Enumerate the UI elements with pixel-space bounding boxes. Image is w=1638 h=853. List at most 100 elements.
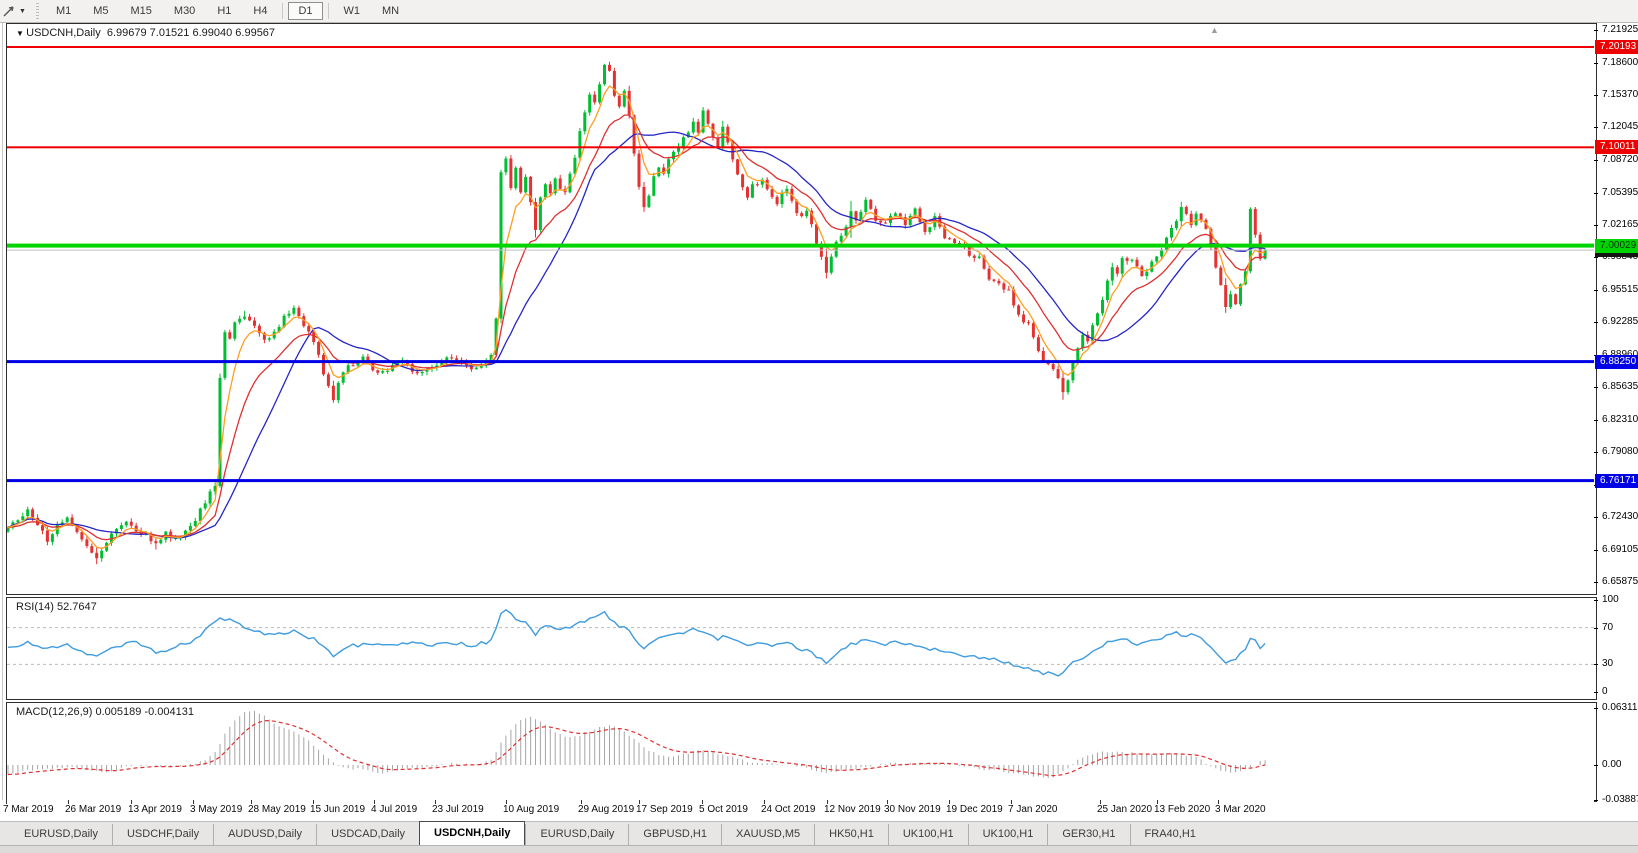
price-tick-tick [1594,290,1598,291]
date-label: 7 Mar 2019 [3,804,54,815]
date-label: 26 Mar 2019 [65,804,122,815]
rsi-current-value: 52.7647 [56,601,97,613]
price-tick-label: 7.15370 [1602,89,1638,100]
macd-tick-tick [1594,708,1598,709]
chart-tab-ger30-h1[interactable]: GER30,H1 [1047,824,1129,845]
tool-dropdown-caret[interactable]: ▼ [19,7,26,15]
window-frame-line [2,23,3,818]
chart-tab-usdcnh-daily[interactable]: USDCNH,Daily [419,821,526,845]
date-label: 25 Jan 2020 [1097,804,1153,815]
date-label: 15 Jun 2019 [310,804,366,815]
rsi-axis[interactable]: 100 70 30 0 [1594,594,1638,698]
date-label: 30 Nov 2019 [884,804,941,815]
date-label: 23 Jul 2019 [432,804,484,815]
timeframe-button-m5[interactable]: M5 [93,5,109,17]
date-tick [251,800,252,804]
date-tick [193,800,194,804]
rsi-tick-label: 30 [1602,658,1614,669]
timeframe-button-d1[interactable]: D1 [288,2,323,20]
timeframe-button-mn[interactable]: MN [382,5,400,17]
macd-current-values: 0.005189 -0.004131 [95,706,194,718]
price-tick-label: 6.95515 [1602,284,1638,295]
chart-tab-usdcad-daily[interactable]: USDCAD,Daily [316,824,419,845]
price-axis[interactable]: 7.21925 7.18600 7.15370 7.12045 7.08720 7.053… [1594,23,1638,593]
price-badge-7.00029: 7.00029 [1595,239,1638,253]
time-axis[interactable]: 7 Mar 2019 26 Mar 2019 13 Apr 2019 3 May 20… [0,800,1594,818]
date-tick [702,800,703,804]
date-tick [435,800,436,804]
date-label: 28 May 2019 [248,804,306,815]
date-label: 13 Feb 2020 [1154,804,1211,815]
date-label: 13 Apr 2019 [128,804,182,815]
date-tick [581,800,582,804]
chart-tab-usdchf-daily[interactable]: USDCHF,Daily [111,824,213,845]
chart-tab-eurusd-daily[interactable]: EURUSD,Daily [24,828,98,840]
date-tick [764,800,765,804]
date-tick [313,800,314,804]
chart-tabbar: EURUSD,Daily USDCHF,Daily AUDUSD,Daily USDC… [0,821,1638,845]
macd-indicator-pane[interactable]: MACD(12,26,9) 0.005189 -0.004131 [6,702,1597,802]
date-tick [639,800,640,804]
date-label: 3 Mar 2020 [1215,804,1266,815]
date-tick [1100,800,1101,804]
price-tick-tick [1594,225,1598,226]
price-tick-tick [1594,420,1598,421]
price-tick-tick [1594,322,1598,323]
price-badge-6.88250: 6.88250 [1595,355,1638,369]
date-label: 24 Oct 2019 [761,804,816,815]
chart-tab-fra40-h1[interactable]: FRA40,H1 [1129,824,1210,845]
rsi-tick-tick [1594,628,1598,629]
price-tick-tick [1594,30,1598,31]
rsi-tick-label: 100 [1602,594,1619,605]
macd-tick-label: 0.063113 [1602,702,1638,713]
chart-shift-marker[interactable]: ▲ [1210,25,1219,35]
macd-tick-label: 0.00 [1602,759,1622,770]
date-tick [887,800,888,804]
rsi-indicator-pane[interactable]: RSI(14) 52.7647 [6,597,1597,700]
date-label: 4 Jul 2019 [371,804,418,815]
date-label: 3 May 2019 [190,804,243,815]
toolbar-separator [282,3,284,19]
timeframe-button-h4[interactable]: H4 [253,5,268,17]
date-label: 17 Sep 2019 [636,804,693,815]
price-tick-label: 7.02165 [1602,219,1638,230]
price-badge-7.10011: 7.10011 [1595,140,1638,154]
cursor-tool-icon[interactable] [1,3,17,19]
toolbar: ▼ M1 M5 M15 M30 H1 H4 D1 W1 MN [0,0,1638,23]
date-tick [6,800,7,804]
rsi-tick-tick [1594,692,1598,693]
chart-tab-audusd-daily[interactable]: AUDUSD,Daily [213,824,316,845]
price-tick-label: 7.12045 [1602,121,1638,132]
rsi-tick-label: 70 [1602,622,1614,633]
timeframe-button-m30[interactable]: M30 [173,5,196,17]
toolbar-grip-handle[interactable] [35,3,39,19]
chart-title: ▼ USDCNH,Daily 6.99679 7.01521 6.99040 6… [16,27,275,39]
price-chart-pane[interactable]: ▼ USDCNH,Daily 6.99679 7.01521 6.99040 6… [6,23,1597,595]
price-tick-tick [1594,127,1598,128]
chart-symbol-period: USDCNH,Daily [26,27,101,39]
chart-tab-uk100-h1[interactable]: UK100,H1 [967,824,1048,845]
chart-tab-uk100-h1[interactable]: UK100,H1 [887,824,968,845]
date-label: 10 Aug 2019 [503,804,560,815]
price-tick-label: 7.05395 [1602,187,1638,198]
timeframe-button-h1[interactable]: H1 [217,5,232,17]
chart-tab-eurusd-daily[interactable]: EURUSD,Daily [525,824,628,845]
price-badge-6.76171: 6.76171 [1595,474,1638,488]
price-tick-tick [1594,95,1598,96]
price-tick-label: 6.85635 [1602,381,1638,392]
chart-tab-hk50-h1[interactable]: HK50,H1 [814,824,888,845]
chart-tab-gbpusd-h1[interactable]: GBPUSD,H1 [628,824,721,845]
price-tick-tick [1594,160,1598,161]
timeframe-button-m15[interactable]: M15 [130,5,152,17]
timeframe-button-m1[interactable]: M1 [55,5,72,17]
price-tick-label: 6.79080 [1602,446,1638,457]
chart-tab-xauusd-m5[interactable]: XAUUSD,M5 [720,824,814,845]
timeframe-button-w1[interactable]: W1 [343,5,361,17]
chart-title-caret-icon[interactable]: ▼ [16,29,27,38]
price-tick-tick [1594,550,1598,551]
price-tick-label: 6.69105 [1602,544,1638,555]
date-tick [1011,800,1012,804]
macd-axis[interactable]: 0.063113 0.00 -0.038872 [1594,702,1638,805]
price-tick-tick [1594,387,1598,388]
